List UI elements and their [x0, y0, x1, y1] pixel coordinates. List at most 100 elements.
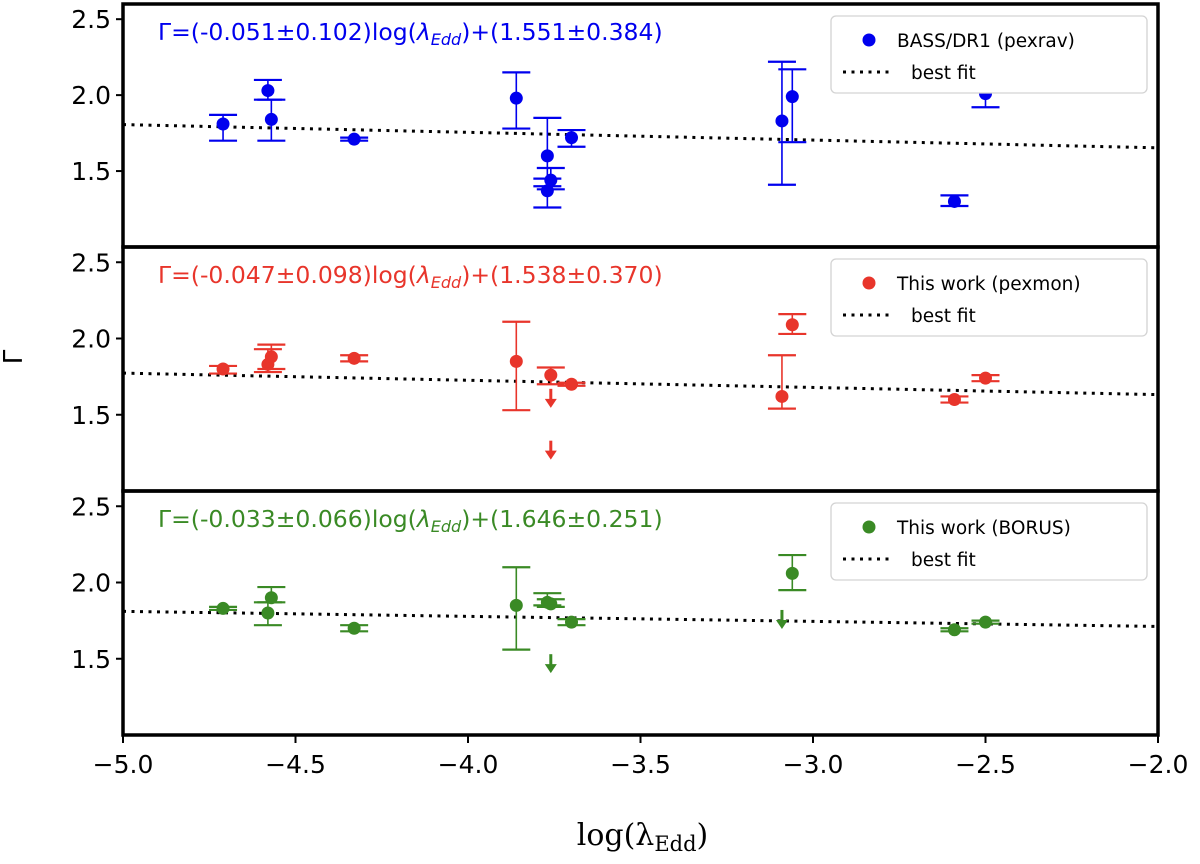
y-tick-label: 1.5 — [71, 645, 111, 674]
data-point — [257, 585, 286, 605]
point-marker — [979, 615, 992, 629]
data-point — [971, 371, 1000, 385]
fit-equation: Γ=(-0.051±0.102)log(λEdd)+(1.551±0.384) — [158, 18, 663, 49]
fit-equation-sub: Edd — [431, 273, 462, 292]
data-point — [557, 128, 586, 148]
point-marker — [544, 173, 558, 187]
y-tick-label: 2.5 — [71, 492, 111, 521]
legend-series-label: This work (pexmon) — [896, 274, 1081, 295]
fit-equation-pre: Γ=(-0.051±0.102)log( — [158, 18, 417, 46]
legend-fit-label: best fit — [911, 550, 976, 571]
x-tick-label: −4.0 — [438, 750, 499, 779]
legend-series-label: This work (BORUS) — [896, 518, 1071, 539]
point-marker — [947, 194, 961, 208]
legend-marker — [862, 520, 876, 534]
fit-equation-pre: Γ=(-0.047±0.098)log( — [158, 261, 417, 289]
point-marker — [264, 350, 278, 364]
legend-series-label: BASS/DR1 (pexrav) — [897, 31, 1075, 52]
x-axis-label: log(λEdd) — [577, 818, 709, 856]
panel-bass: 1.5 2.0 2.5 Γ=(-0.051±0.102)log(λEdd)+(1.55… — [71, 2, 1160, 249]
data-point — [536, 366, 565, 386]
point-marker — [261, 606, 275, 620]
point-marker — [785, 90, 799, 104]
data-point — [536, 597, 565, 611]
upper-limit-arrow — [544, 388, 557, 408]
fit-equation: Γ=(-0.033±0.066)log(λEdd)+(1.646±0.251) — [158, 505, 663, 536]
y-tick-label: 1.5 — [71, 157, 111, 186]
data-point — [502, 320, 531, 412]
fit-equation-lambda: λ — [415, 18, 431, 46]
data-point — [778, 68, 807, 144]
point-marker — [775, 389, 789, 403]
point-marker — [565, 131, 578, 145]
y-axis-label: Γ — [0, 349, 29, 364]
data-point — [533, 184, 562, 209]
fit-equation-post: )+(1.646±0.251) — [461, 505, 662, 533]
fit-equation-lambda: λ — [415, 505, 431, 533]
legend: This work (BORUS) best fit — [830, 502, 1148, 581]
point-marker — [540, 149, 554, 163]
point-marker — [509, 598, 523, 612]
point-marker — [347, 351, 361, 365]
x-tick-label: −3.0 — [783, 750, 844, 779]
best-fit-line — [122, 123, 1159, 150]
point-marker — [565, 615, 578, 629]
legend-box — [830, 502, 1148, 581]
data-point — [257, 98, 286, 142]
y-tick-label: 2.0 — [71, 81, 111, 110]
x-tick-label: −5.0 — [93, 750, 154, 779]
point-marker — [540, 184, 554, 198]
point-marker — [947, 393, 961, 406]
point-marker — [216, 117, 230, 131]
data-point — [340, 132, 369, 146]
point-marker — [544, 597, 558, 611]
point-marker — [347, 621, 361, 635]
fit-equation-sub: Edd — [431, 30, 462, 49]
fit-equation-sub: Edd — [431, 517, 462, 536]
x-axis-label-main: log(λ — [577, 818, 655, 853]
legend: BASS/DR1 (pexrav) best fit — [830, 15, 1148, 94]
data-point — [340, 621, 369, 635]
x-tick-label: −3.5 — [610, 750, 671, 779]
point-marker — [947, 623, 961, 637]
point-marker — [544, 368, 558, 382]
data-point — [340, 351, 369, 365]
point-marker — [565, 377, 578, 391]
data-point — [940, 623, 969, 637]
point-marker — [775, 114, 789, 128]
data-point — [502, 566, 531, 651]
fit-equation-post: )+(1.551±0.384) — [461, 18, 662, 46]
y-tick-label: 2.5 — [71, 248, 111, 277]
data-point — [557, 377, 586, 391]
panel-pexmon: 1.5 2.0 2.5 Γ=(-0.047±0.098)log(λEdd)+(1.53… — [71, 245, 1160, 493]
point-marker — [785, 318, 799, 332]
fit-equation-post: )+(1.538±0.370) — [461, 261, 662, 289]
data-point — [971, 615, 1000, 629]
y-tick-label: 2.0 — [71, 569, 111, 598]
legend-marker — [862, 33, 876, 47]
data-point — [767, 354, 796, 410]
upper-limit-arrow — [775, 609, 788, 629]
data-point — [778, 313, 807, 336]
best-fit-line — [122, 609, 1159, 628]
data-point — [533, 116, 562, 180]
point-marker — [216, 362, 230, 376]
data-point — [209, 113, 238, 142]
x-tick-label: −2.5 — [955, 750, 1016, 779]
fit-equation: Γ=(-0.047±0.098)log(λEdd)+(1.538±0.370) — [158, 261, 663, 292]
y-tick-label: 2.0 — [71, 325, 111, 354]
legend-marker — [862, 276, 876, 290]
y-tick-label: 1.5 — [71, 401, 111, 430]
data-point — [209, 362, 238, 376]
x-axis-label-close: ) — [697, 818, 709, 853]
point-marker — [216, 601, 230, 615]
point-marker — [979, 371, 992, 385]
x-axis-label-sub: Edd — [654, 832, 696, 856]
point-marker — [261, 84, 275, 98]
legend-fit-label: best fit — [911, 63, 976, 84]
legend-fit-label: best fit — [911, 306, 976, 327]
best-fit-line — [122, 371, 1159, 397]
fit-equation-pre: Γ=(-0.033±0.066)log( — [158, 505, 417, 533]
data-point — [502, 71, 531, 130]
